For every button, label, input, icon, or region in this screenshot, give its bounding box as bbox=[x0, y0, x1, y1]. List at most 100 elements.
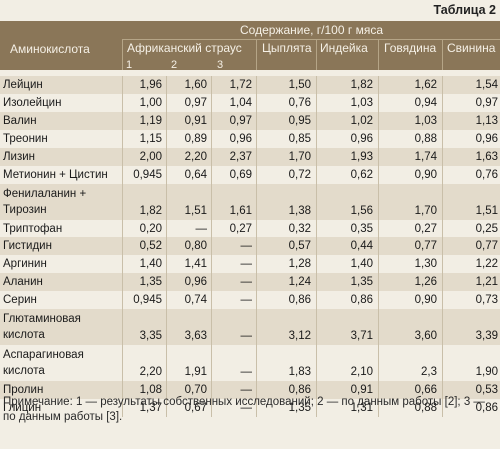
column-separator bbox=[166, 220, 167, 237]
column-separator bbox=[211, 255, 212, 273]
amino-acid-name-line: Аланин bbox=[3, 276, 43, 288]
table-row: Аспарагиновая кислота 2,20 1,91 — 1,83 2,10 2,3… bbox=[0, 345, 500, 381]
value-cell: 1,38 bbox=[288, 205, 311, 217]
value-cell: 1,15 bbox=[139, 133, 162, 145]
column-separator bbox=[166, 273, 167, 291]
amino-acid-name-line: Треонин bbox=[3, 133, 48, 145]
column-separator bbox=[442, 130, 443, 148]
value-cell: 0,20 bbox=[139, 222, 162, 235]
amino-acid-name: Глицин bbox=[3, 400, 41, 416]
column-separator bbox=[211, 166, 212, 184]
amino-acid-name: Изолейцин bbox=[3, 95, 61, 111]
amino-acid-name: Триптофан bbox=[3, 221, 62, 237]
column-separator bbox=[256, 273, 257, 291]
value-cell: 0,74 bbox=[184, 294, 207, 306]
column-separator bbox=[378, 381, 379, 399]
value-cell: 3,71 bbox=[350, 330, 373, 342]
header-col-line bbox=[316, 40, 317, 70]
column-separator bbox=[122, 273, 123, 291]
column-separator bbox=[378, 291, 379, 309]
value-cell: 2,10 bbox=[350, 366, 373, 378]
column-separator bbox=[256, 130, 257, 148]
value-cell: 1,74 bbox=[414, 151, 437, 163]
pork-header: Свинина bbox=[447, 41, 496, 55]
amino-acid-name: Гистидин bbox=[3, 238, 52, 254]
table-row: Триптофан 0,20 — 0,27 0,32 0,35 0,27 0,25 bbox=[0, 220, 500, 237]
value-cell: 0,91 bbox=[350, 384, 373, 396]
amino-acid-name: Фенилаланин + Тирозин bbox=[3, 186, 86, 218]
column-separator bbox=[316, 76, 317, 94]
column-separator bbox=[211, 112, 212, 130]
column-separator bbox=[442, 148, 443, 166]
column-separator bbox=[211, 381, 212, 399]
column-separator bbox=[316, 94, 317, 112]
value-cell: 1,60 bbox=[184, 79, 207, 91]
value-cell: 0,945 bbox=[133, 294, 162, 306]
column-separator bbox=[316, 112, 317, 130]
amino-acid-name: Пролин bbox=[3, 382, 43, 398]
value-cell: — bbox=[240, 366, 253, 378]
column-separator bbox=[166, 345, 167, 381]
value-cell: — bbox=[240, 240, 253, 252]
column-separator bbox=[316, 255, 317, 273]
column-separator bbox=[442, 220, 443, 237]
value-cell: — bbox=[240, 384, 253, 396]
column-separator bbox=[316, 381, 317, 399]
header-col-line bbox=[442, 40, 443, 70]
table-row: Фенилаланин + Тирозин 1,82 1,51 1,61 1,38 1,56… bbox=[0, 184, 500, 220]
value-cell: 1,41 bbox=[184, 258, 207, 270]
column-separator bbox=[378, 130, 379, 148]
value-cell: 1,56 bbox=[350, 205, 373, 217]
column-separator bbox=[211, 76, 212, 94]
value-cell: 2,20 bbox=[184, 151, 207, 163]
value-cell: 1,93 bbox=[350, 151, 373, 163]
column-separator bbox=[122, 184, 123, 220]
value-cell: 0,96 bbox=[184, 276, 207, 288]
column-separator bbox=[122, 381, 123, 399]
table-row: Серин 0,945 0,74 — 0,86 0,86 0,90 0,73 bbox=[0, 291, 500, 309]
amino-acid-name-line: Лизин bbox=[3, 151, 36, 163]
column-separator bbox=[256, 345, 257, 381]
amino-acid-name-line: Изолейцин bbox=[3, 97, 62, 109]
amino-acid-name: Лейцин bbox=[3, 77, 43, 93]
turkey-header: Индейка bbox=[320, 41, 368, 55]
value-cell: 1,35 bbox=[350, 276, 373, 288]
value-cell: 0,96 bbox=[229, 133, 252, 145]
amino-acid-name-line: Аргинин bbox=[3, 258, 47, 270]
value-cell: — bbox=[240, 330, 253, 342]
value-cell: 1,96 bbox=[139, 79, 162, 91]
value-cell: 1,02 bbox=[350, 115, 373, 127]
column-separator bbox=[256, 148, 257, 166]
amino-acid-header: Аминокислота bbox=[10, 42, 90, 56]
column-separator bbox=[442, 273, 443, 291]
value-cell: 1,63 bbox=[475, 151, 498, 163]
value-cell: 1,13 bbox=[475, 115, 498, 127]
column-separator bbox=[211, 220, 212, 237]
column-separator bbox=[442, 112, 443, 130]
value-cell: 1,51 bbox=[475, 205, 498, 217]
amino-acid-name: Метионин + Цистин bbox=[3, 167, 108, 183]
column-separator bbox=[378, 220, 379, 237]
column-separator bbox=[122, 130, 123, 148]
value-cell: 0,52 bbox=[139, 240, 162, 252]
column-separator bbox=[166, 381, 167, 399]
column-separator bbox=[378, 166, 379, 184]
value-cell: 3,39 bbox=[475, 330, 498, 342]
column-separator bbox=[442, 237, 443, 255]
column-separator bbox=[256, 237, 257, 255]
value-cell: 1,62 bbox=[414, 79, 437, 91]
column-separator bbox=[442, 255, 443, 273]
column-separator bbox=[442, 94, 443, 112]
amino-acid-name-line: Валин bbox=[3, 115, 37, 127]
column-separator bbox=[166, 399, 167, 417]
column-separator bbox=[256, 309, 257, 345]
column-separator bbox=[256, 381, 257, 399]
column-separator bbox=[122, 220, 123, 237]
column-separator bbox=[211, 184, 212, 220]
column-separator bbox=[442, 345, 443, 381]
value-cell: 0,91 bbox=[184, 115, 207, 127]
amino-acid-name-line: кислота bbox=[3, 365, 45, 377]
amino-acid-name-line: Глютаминовая bbox=[3, 313, 81, 325]
amino-acid-name-line: Метионин + Цистин bbox=[3, 169, 108, 181]
value-cell: 1,51 bbox=[184, 205, 207, 217]
